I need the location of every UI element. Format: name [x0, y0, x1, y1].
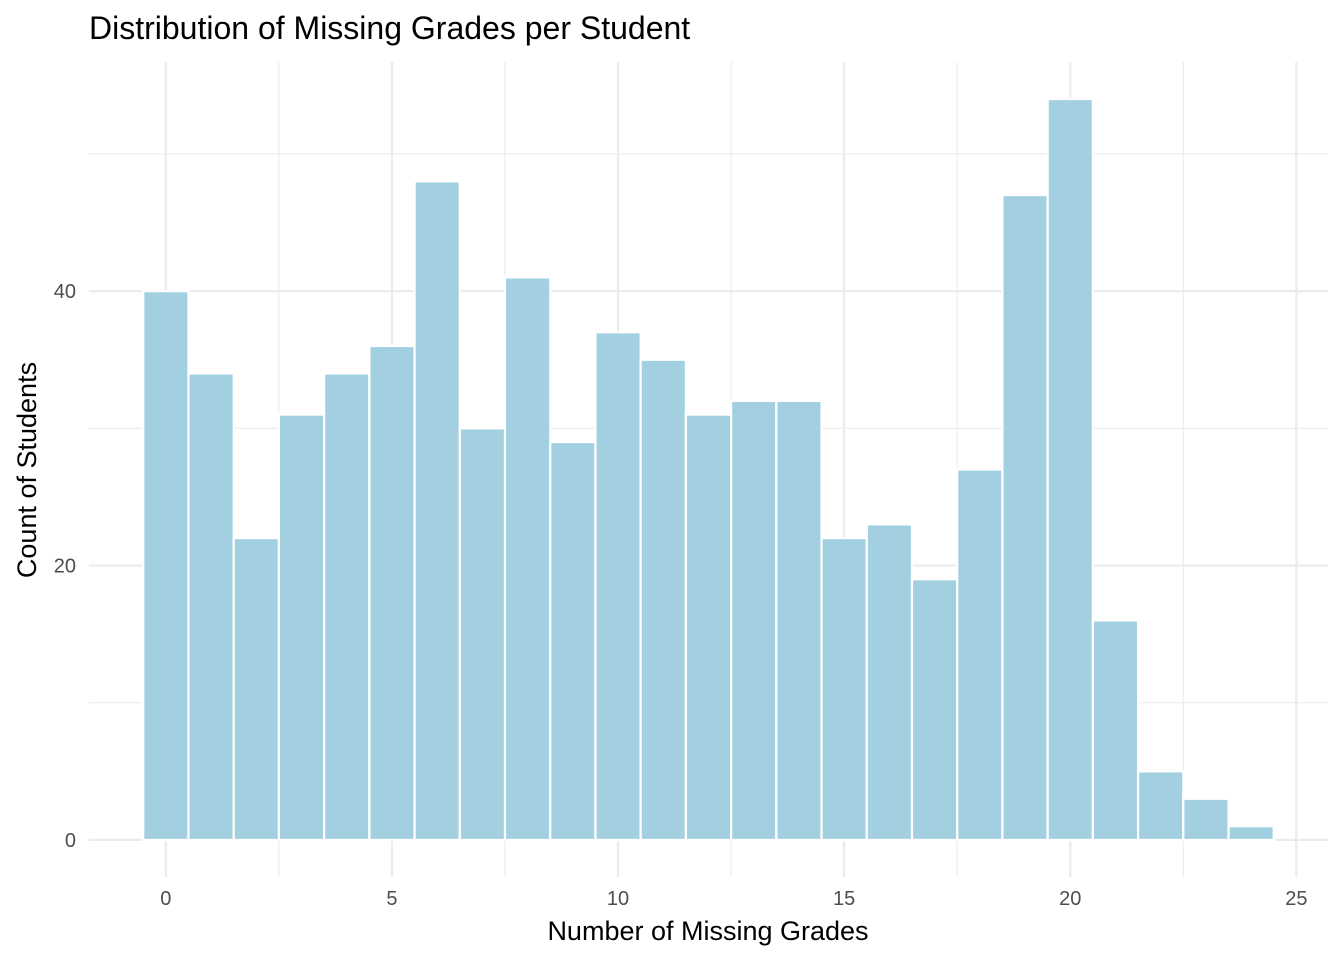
- histogram-bar: [277, 413, 326, 842]
- histogram-bar: [956, 468, 1004, 842]
- y-axis-title: Count of Students: [12, 362, 42, 578]
- histogram-bar: [1046, 97, 1094, 842]
- histogram-bar: [458, 427, 507, 842]
- ticks-layer: 0 5 10 15 20 25 0 20 40: [54, 281, 1308, 910]
- x-tick-label: 5: [386, 888, 397, 910]
- x-tick-label: 25: [1285, 888, 1307, 910]
- histogram-bar: [1091, 619, 1140, 842]
- histogram-bar: [323, 372, 371, 842]
- y-tick-label: 40: [54, 281, 76, 303]
- x-tick-label: 10: [607, 888, 629, 910]
- y-tick-label: 20: [54, 556, 76, 578]
- x-tick-label: 15: [833, 888, 855, 910]
- histogram-bar: [503, 276, 552, 842]
- histogram-bar: [730, 399, 778, 842]
- histogram-bar: [232, 537, 281, 842]
- histogram-bar: [1182, 797, 1230, 842]
- histogram-bar: [1227, 825, 1275, 842]
- chart-title: Distribution of Missing Grades per Stude…: [89, 10, 690, 46]
- x-tick-label: 20: [1059, 888, 1081, 910]
- histogram-bar: [775, 399, 823, 842]
- histogram-bar: [413, 180, 461, 842]
- histogram-bar: [368, 344, 416, 842]
- bars-layer: [142, 97, 1275, 842]
- histogram-bar: [910, 578, 959, 842]
- histogram-bar: [639, 358, 687, 842]
- histogram-bar: [820, 537, 868, 842]
- y-tick-label: 0: [65, 830, 76, 852]
- x-axis-title: Number of Missing Grades: [547, 916, 868, 946]
- histogram-bar: [549, 440, 597, 842]
- histogram-bar: [865, 523, 914, 842]
- x-tick-label: 0: [160, 888, 171, 910]
- histogram-bar: [142, 290, 190, 842]
- histogram-bar: [684, 413, 733, 842]
- histogram-bar: [1001, 193, 1049, 842]
- histogram-bar: [1136, 770, 1185, 842]
- histogram-bar: [594, 331, 642, 842]
- histogram-bar: [187, 372, 235, 842]
